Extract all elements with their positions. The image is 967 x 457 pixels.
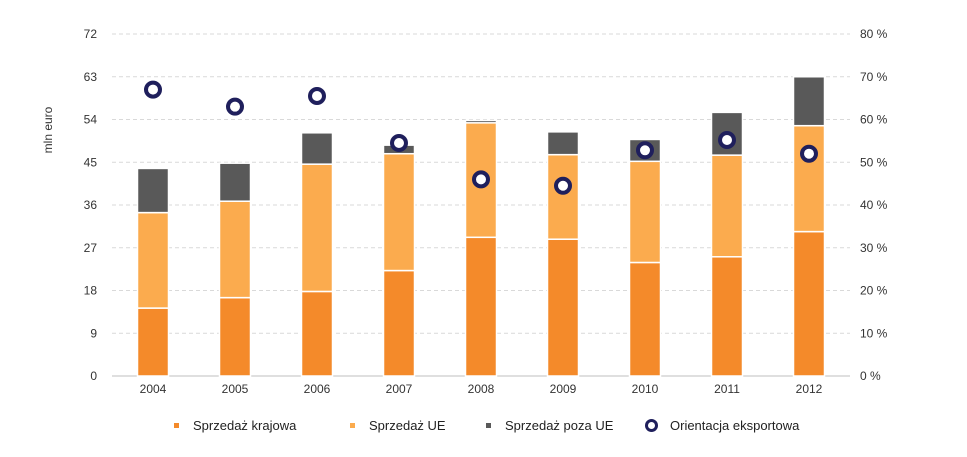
bar-non-eu — [546, 131, 580, 156]
y2-tick-label: 0 % — [860, 369, 881, 383]
x-tick-label: 2009 — [550, 382, 577, 396]
bar-domestic — [382, 269, 416, 377]
x-tick-label: 2007 — [386, 382, 413, 396]
export-orientation-markers — [144, 80, 818, 195]
bar-domestic — [546, 238, 580, 377]
bar-domestic — [792, 230, 826, 377]
bar-non-eu — [300, 132, 334, 165]
legend-swatch-export-orientation — [645, 419, 658, 432]
y-axis-ticks: 0 9 18 27 36 45 54 63 72 — [84, 27, 98, 383]
bar-domestic — [628, 261, 662, 377]
export-orientation-point — [308, 86, 326, 105]
bar-non-eu — [218, 162, 252, 202]
legend-item-eu: Sprzedaż UE — [350, 418, 446, 433]
legend-swatch-eu — [350, 423, 355, 428]
x-tick-label: 2011 — [714, 382, 740, 396]
bar-eu — [628, 160, 662, 264]
x-tick-label: 2012 — [796, 382, 823, 396]
x-tick-label: 2005 — [222, 382, 249, 396]
export-orientation-point — [472, 170, 490, 189]
bar-domestic — [464, 236, 498, 377]
legend-label-export-orientation: Orientacja eksportowa — [670, 418, 800, 433]
x-axis-ticks: 2004 2005 2006 2007 2008 2009 2010 2011 2012 — [140, 382, 823, 396]
x-tick-label: 2008 — [468, 382, 495, 396]
y-tick-label: 9 — [90, 326, 97, 340]
y2-tick-label: 60 % — [860, 113, 888, 127]
export-orientation-point — [144, 80, 162, 99]
bar-eu — [710, 154, 744, 258]
export-orientation-point — [636, 141, 654, 160]
legend-label-eu: Sprzedaż UE — [369, 418, 446, 433]
x-tick-label: 2010 — [632, 382, 659, 396]
y2-tick-label: 30 % — [860, 241, 888, 255]
legend: Sprzedaż krajowa Sprzedaż UE Sprzedaż po… — [0, 418, 967, 442]
y-axis-label: mln euro — [41, 106, 55, 153]
bar-eu — [136, 211, 170, 309]
y2-axis-ticks: 0 % 10 % 20 % 30 % 40 % 50 % 60 % 70 % 80 % — [860, 27, 888, 383]
bar-eu — [300, 163, 334, 293]
legend-label-non-eu: Sprzedaż poza UE — [505, 418, 614, 433]
bar-eu — [382, 152, 416, 272]
y2-tick-label: 10 % — [860, 326, 888, 340]
export-orientation-point — [800, 144, 818, 163]
y-tick-label: 27 — [84, 241, 98, 255]
export-orientation-point — [554, 176, 572, 195]
bar-non-eu — [136, 167, 170, 214]
bar-non-eu — [792, 76, 826, 127]
bar-domestic — [300, 290, 334, 377]
y-tick-label: 63 — [84, 70, 98, 84]
y2-tick-label: 20 % — [860, 284, 888, 298]
y2-tick-label: 50 % — [860, 155, 888, 169]
y-tick-label: 45 — [84, 155, 98, 169]
y2-tick-label: 70 % — [860, 70, 888, 84]
bar-domestic — [136, 307, 170, 377]
x-tick-label: 2004 — [140, 382, 167, 396]
bar-eu — [792, 124, 826, 233]
export-orientation-point — [226, 97, 244, 116]
y-tick-label: 0 — [90, 369, 97, 383]
y-tick-label: 54 — [84, 113, 98, 127]
y2-tick-label: 40 % — [860, 198, 888, 212]
legend-swatch-non-eu — [486, 423, 491, 428]
legend-item-non-eu: Sprzedaż poza UE — [486, 418, 613, 433]
legend-item-domestic: Sprzedaż krajowa — [174, 418, 296, 433]
legend-item-export-orientation: Orientacja eksportowa — [645, 418, 799, 433]
bar-domestic — [710, 256, 744, 377]
legend-swatch-domestic — [174, 423, 179, 428]
x-tick-label: 2006 — [304, 382, 331, 396]
bar-eu — [546, 153, 580, 240]
export-orientation-point — [718, 131, 736, 150]
legend-label-domestic: Sprzedaż krajowa — [193, 418, 297, 433]
y-tick-label: 36 — [84, 198, 98, 212]
bar-non-eu — [464, 119, 498, 124]
y2-tick-label: 80 % — [860, 27, 888, 41]
bars — [136, 76, 826, 377]
bar-domestic — [218, 296, 252, 377]
export-orientation-point — [390, 134, 408, 153]
bar-eu — [218, 200, 252, 299]
y-tick-label: 72 — [84, 27, 98, 41]
y-tick-label: 18 — [84, 284, 98, 298]
